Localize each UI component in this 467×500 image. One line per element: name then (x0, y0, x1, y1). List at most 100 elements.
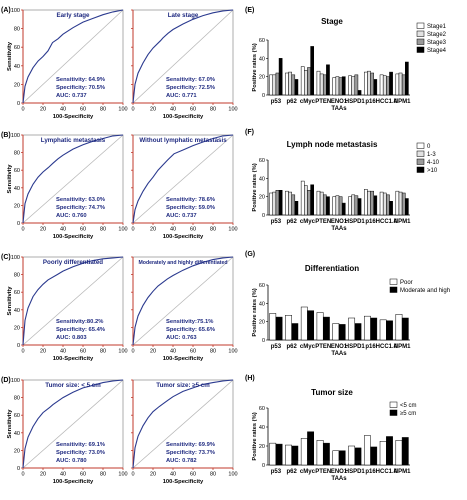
bar (348, 317, 356, 341)
bar (379, 441, 387, 466)
y-tick-label: 60 (259, 283, 265, 289)
x-tick-label: 0 (21, 472, 24, 478)
x-tick-label: 40 (170, 472, 176, 478)
x-axis-label: 100-Specificity (53, 114, 94, 120)
y-tick-label: 80 (14, 27, 20, 33)
bar (278, 58, 283, 96)
x-tick-label: 0 (21, 107, 24, 113)
legend-swatch (416, 38, 425, 45)
x-tick-label: 100 (118, 349, 127, 355)
roc-chart: 0 20 40 60 80 100 Moderately and highly differ… (131, 256, 238, 362)
auc-value: AUC: 0.737 (166, 213, 197, 219)
x-tick-label: 20 (40, 472, 46, 478)
x-tick-label: p62 (286, 99, 297, 105)
legend-swatch (416, 158, 425, 165)
roc-curve (132, 379, 234, 469)
x-tick-label: 0 (131, 472, 134, 478)
y-tick-label: 40 (14, 186, 20, 192)
bar (285, 190, 289, 216)
bar (332, 77, 337, 96)
y-tick-label: 40 (14, 64, 20, 70)
legend-label: 0 (427, 144, 431, 150)
y-tick-label: 20 (14, 448, 20, 454)
bar (354, 195, 359, 216)
y-tick-label: 100 (11, 255, 20, 261)
roc-title: Without lymphatic metastasis (139, 137, 227, 144)
bar (348, 445, 356, 466)
specificity-value: Specificity: 70.5% (56, 85, 105, 91)
x-tick-label: 0 (21, 349, 24, 355)
x-tick-label: 20 (40, 107, 46, 113)
x-tick-label: 100 (228, 107, 237, 113)
x-axis-label: 100-Specificity (53, 234, 94, 240)
x-tick-label: 40 (170, 349, 176, 355)
x-tick-label: 20 (150, 349, 156, 355)
y-tick-label: 100 (11, 8, 20, 14)
bar (269, 442, 277, 466)
y-tick-label: 20 (259, 444, 265, 450)
specificity-value: Specificity: 72.5% (166, 85, 215, 91)
bar (322, 442, 330, 466)
x-tick-label: 80 (100, 107, 106, 113)
y-tick-label: 0 (17, 466, 20, 472)
x-tick-label: NPM1 (394, 219, 411, 225)
bar (300, 66, 305, 96)
legend-swatch (416, 22, 425, 29)
bar (310, 184, 315, 216)
x-axis-label: 100-Specificity (163, 234, 204, 240)
legend-label: Stage4 (427, 48, 447, 54)
x-tick-label: 60 (190, 107, 196, 113)
bar (291, 445, 299, 466)
x-tick-label: HSPD1 (345, 469, 366, 475)
y-tick-label: 20 (259, 75, 265, 81)
bar (357, 90, 362, 96)
bar (363, 71, 368, 96)
bar (269, 74, 273, 96)
x-tick-label: 0 (131, 107, 134, 113)
legend-swatch (389, 278, 398, 285)
bar (316, 190, 321, 216)
x-tick-label: p62 (286, 219, 297, 225)
bar (389, 201, 393, 216)
x-tick-label: 100 (228, 227, 237, 233)
panel-letter: (E) (245, 7, 254, 14)
x-tick-label: 20 (150, 472, 156, 478)
bar (275, 72, 280, 96)
y-axis-label: Positive rates (%) (252, 412, 258, 460)
y-tick-label: 0 (262, 463, 265, 469)
legend-swatch (416, 150, 425, 157)
reference-line (132, 379, 234, 469)
x-tick-label: NPM1 (394, 344, 411, 350)
x-tick-label: 20 (40, 349, 46, 355)
sensitivity-value: Sensitivity:80.2% (56, 319, 103, 325)
roc-curve (22, 9, 124, 104)
bar (319, 73, 324, 96)
reference-line (22, 256, 124, 346)
x-tick-label: HSPD1 (345, 344, 366, 350)
bar (322, 74, 327, 96)
x-tick-label: 20 (40, 227, 46, 233)
y-axis-label: Sensitivity (7, 286, 13, 316)
x-tick-label: cMyc (300, 469, 316, 475)
bar (363, 315, 371, 341)
y-tick-label: 0 (17, 101, 20, 107)
x-tick-label: HCC1.4 (376, 219, 398, 225)
bar (370, 446, 378, 466)
bar (354, 74, 359, 96)
bar (338, 77, 343, 96)
roc-curve (132, 134, 234, 224)
x-tick-label: ENO1 (331, 344, 348, 350)
bar (326, 196, 330, 216)
sensitivity-value: Sensitivity:75.1% (166, 319, 213, 325)
bar (338, 196, 343, 216)
bar (335, 195, 340, 216)
roc-chart: 0 20 40 60 80 100 Tumor size: ≥5 cm Sensitivity… (131, 379, 238, 485)
auc-value: AUC: 0.782 (166, 458, 197, 464)
bar (354, 323, 362, 341)
x-tick-label: NPM1 (394, 469, 411, 475)
bar (401, 317, 409, 341)
bar (370, 190, 374, 216)
x-tick-label: PTEN (315, 469, 331, 475)
x-tick-label: 20 (150, 107, 156, 113)
